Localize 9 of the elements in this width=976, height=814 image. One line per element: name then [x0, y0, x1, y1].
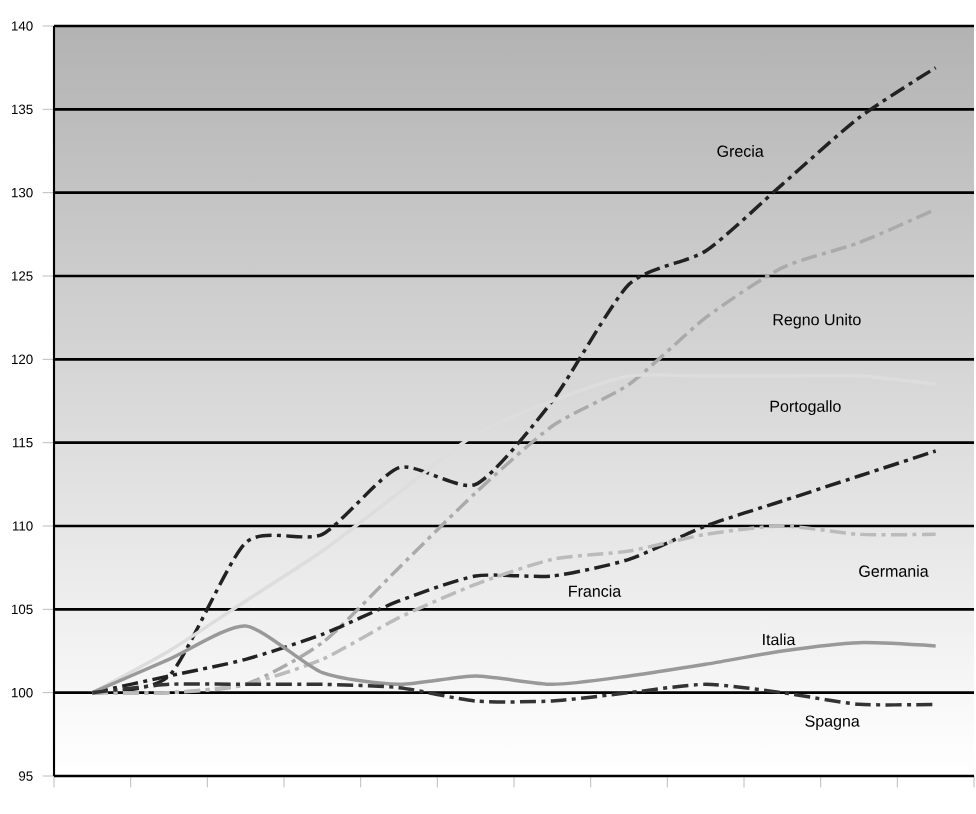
text: Grecia [717, 145, 764, 157]
series-label: Francia [569, 585, 622, 597]
line-series [90, 682, 938, 707]
series-label: Portogallo [770, 400, 841, 416]
series-label: Italia [763, 633, 796, 646]
line-series [90, 624, 938, 695]
series-label: Germania [859, 565, 929, 577]
text: Regno Unito [773, 313, 861, 329]
series-label: Spagna [805, 715, 860, 730]
